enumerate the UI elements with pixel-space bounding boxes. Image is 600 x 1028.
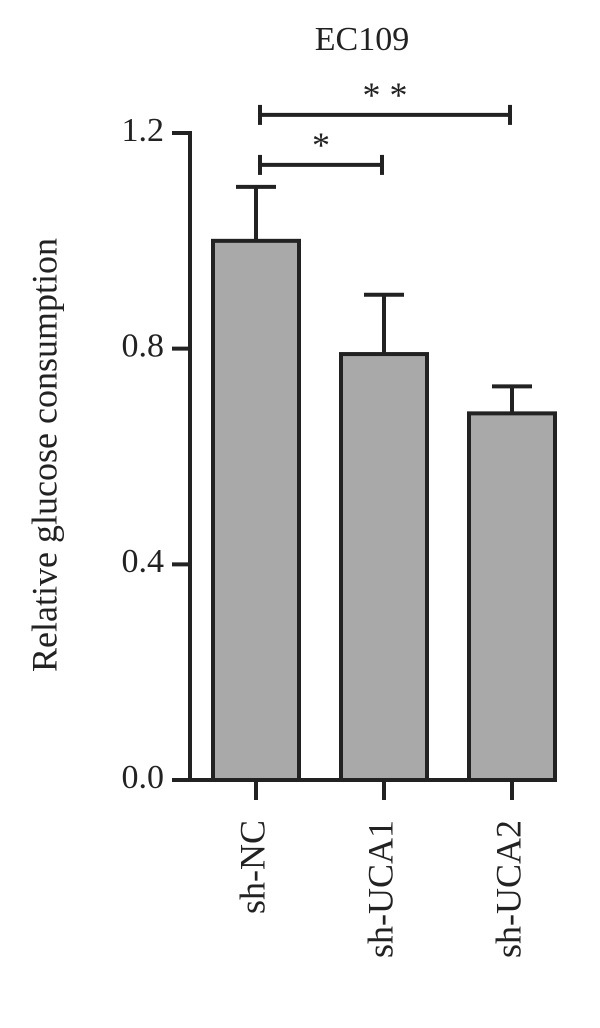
significance-label: * * [363, 75, 408, 115]
y-tick-label: 0.0 [122, 759, 165, 796]
y-tick-label: 0.8 [122, 327, 165, 364]
y-tick-label: 1.2 [122, 112, 165, 149]
x-tick-label: sh-UCA1 [360, 820, 400, 958]
bar [339, 352, 429, 782]
bar [211, 238, 301, 783]
significance-label: * [312, 125, 330, 165]
y-axis-label: Relative glucose consumption [24, 238, 64, 672]
bar [467, 411, 557, 782]
y-tick-label: 0.4 [122, 543, 165, 580]
x-tick-label: sh-NC [232, 820, 272, 914]
chart-title: EC109 [315, 21, 409, 58]
x-tick-label: sh-UCA2 [488, 820, 528, 958]
